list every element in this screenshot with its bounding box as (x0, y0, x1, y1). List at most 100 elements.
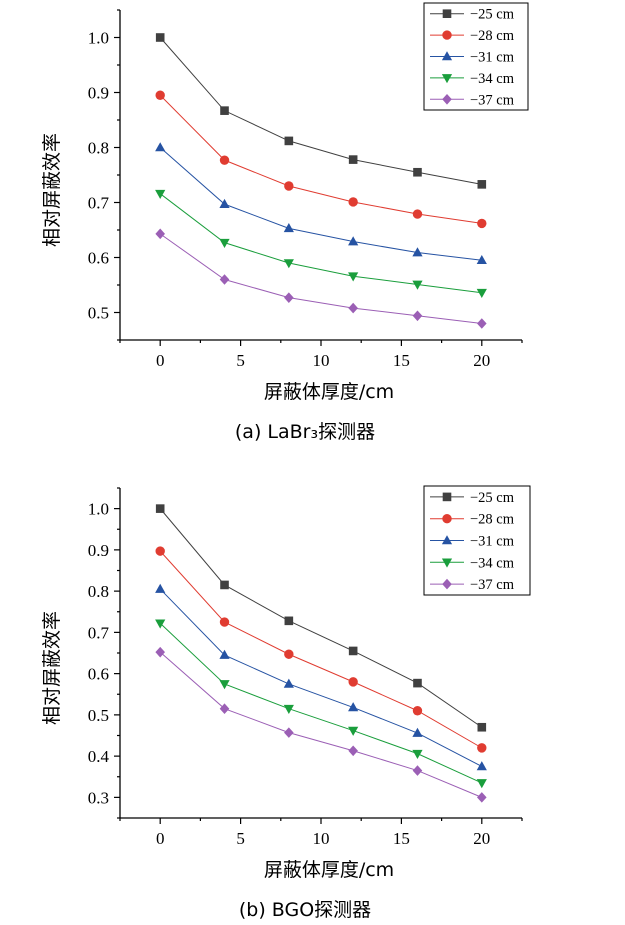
data-point (348, 646, 358, 656)
data-point (283, 704, 294, 714)
legend-label: −25 cm (470, 7, 515, 23)
data-point (219, 155, 230, 165)
data-point (476, 254, 487, 265)
legend-marker (442, 94, 452, 105)
x-tick-label: 5 (236, 829, 245, 848)
legend-marker (442, 30, 452, 40)
data-point (219, 617, 230, 627)
series-line (159, 37, 482, 185)
series-line (159, 651, 482, 798)
series-3 (155, 189, 487, 298)
data-point (476, 761, 487, 771)
data-point (155, 619, 166, 629)
figure-caption: (b) BGO探测器 (239, 899, 371, 921)
legend-marker (441, 535, 453, 545)
series-line (159, 193, 482, 294)
y-tick-label: 1.0 (88, 500, 109, 519)
x-axis-label: 屏蔽体厚度/cm (264, 381, 394, 403)
data-point (284, 616, 294, 626)
data-point (348, 272, 359, 282)
y-tick-label: 0.7 (88, 623, 110, 642)
series-0 (155, 504, 487, 732)
data-point (476, 288, 487, 298)
series-line (159, 588, 483, 767)
y-tick-label: 0.5 (88, 706, 109, 725)
legend-marker (441, 51, 453, 61)
legend-marker (441, 74, 453, 84)
series-line (159, 508, 483, 728)
data-point (155, 504, 165, 513)
legend-marker (442, 514, 452, 524)
data-point (348, 745, 358, 757)
series-1 (155, 546, 487, 753)
data-point (155, 33, 165, 42)
x-tick-label: 10 (313, 829, 330, 848)
y-tick-label: 0.3 (88, 788, 109, 807)
y-tick-label: 0.5 (88, 304, 109, 323)
data-point (348, 726, 359, 736)
legend-label: −34 cm (470, 555, 515, 571)
series-line (159, 622, 483, 784)
series-3 (155, 619, 487, 789)
data-point (284, 136, 294, 146)
data-point (219, 274, 230, 285)
chart-panel-b: 0.30.40.50.60.70.80.91.00 5 10 15 20−25 cm−2… (41, 485, 531, 921)
y-tick-label: 0.7 (88, 194, 110, 213)
data-point (348, 155, 358, 164)
data-point (283, 259, 294, 269)
data-point (477, 722, 487, 732)
data-point (219, 198, 230, 208)
data-point (155, 189, 166, 199)
series-1 (155, 90, 487, 229)
data-point (412, 247, 423, 257)
data-point (348, 236, 359, 246)
series-2 (155, 142, 487, 265)
legend-label: −25 cm (470, 490, 515, 506)
data-point (155, 546, 165, 556)
x-tick-label: 0 (156, 829, 165, 848)
series-4 (155, 646, 487, 803)
x-tick-label: 15 (393, 829, 410, 848)
y-tick-label: 0.9 (88, 84, 109, 103)
series-4 (155, 228, 487, 329)
legend-label: −31 cm (470, 50, 515, 66)
x-tick-label: 10 (313, 351, 330, 370)
series-line (159, 550, 483, 749)
x-tick-label: 0 (156, 351, 165, 370)
data-point (283, 223, 294, 233)
data-point (412, 209, 423, 219)
legend-marker (442, 492, 452, 502)
data-point (220, 580, 229, 590)
x-axis-label: 屏蔽体厚度/cm (264, 859, 394, 881)
data-point (477, 792, 487, 803)
series-line (159, 94, 482, 224)
y-tick-label: 0.9 (88, 541, 109, 560)
data-point (219, 649, 230, 659)
data-point (348, 677, 358, 687)
data-point (155, 646, 165, 658)
y-tick-label: 0.6 (88, 249, 109, 268)
chart-panel-a: 0.5 0.6 0.7 0.8 0.9 1.0 0 5 10 15 20 −25 cm −28 cm −3… (41, 2, 529, 443)
x-tick-label: 5 (236, 351, 245, 370)
data-point (412, 749, 423, 759)
data-point (412, 280, 423, 290)
data-point (413, 167, 422, 177)
legend: −25 cm −28 cm −31 cm −34 cm −37 cm (423, 485, 531, 596)
data-point (219, 238, 230, 248)
data-point (220, 106, 229, 115)
y-tick-label: 0.8 (88, 139, 109, 158)
legend-label: −34 cm (470, 71, 515, 87)
legend-marker (442, 578, 452, 590)
data-point (348, 302, 358, 314)
series-2 (155, 583, 487, 771)
data-point (412, 727, 423, 737)
y-axis-label: 相对屏蔽效率 (41, 133, 63, 247)
y-tick-label: 0.6 (88, 665, 109, 684)
x-tick-label: 20 (473, 351, 490, 370)
legend-marker (442, 9, 452, 18)
data-point (155, 583, 166, 593)
data-point (477, 743, 487, 753)
data-point (412, 765, 423, 776)
data-point (477, 180, 487, 189)
data-point (219, 680, 230, 690)
